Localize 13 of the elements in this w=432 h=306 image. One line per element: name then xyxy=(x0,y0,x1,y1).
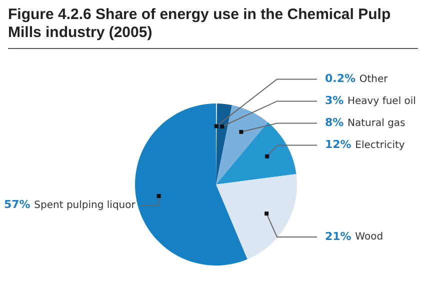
slice-label: Natural gas xyxy=(348,118,406,129)
slice-label: Wood xyxy=(355,232,384,243)
slice-label: Electricity xyxy=(355,140,405,151)
slice-label: Other xyxy=(359,74,389,85)
slice-label: Spent pulping liquor xyxy=(34,200,136,211)
data-label: 8% xyxy=(325,116,344,130)
slice-label: Heavy fuel oil xyxy=(348,96,416,107)
data-label: 57% xyxy=(4,198,30,212)
data-label: 12% xyxy=(325,138,352,152)
data-label: 21% xyxy=(325,230,352,243)
data-label: 3% xyxy=(325,94,344,108)
data-label: 0.2% xyxy=(325,72,356,86)
chart-title: Figure 4.2.6 Share of energy use in the Chemical Pulp Mills industry (2005) xyxy=(8,6,418,49)
